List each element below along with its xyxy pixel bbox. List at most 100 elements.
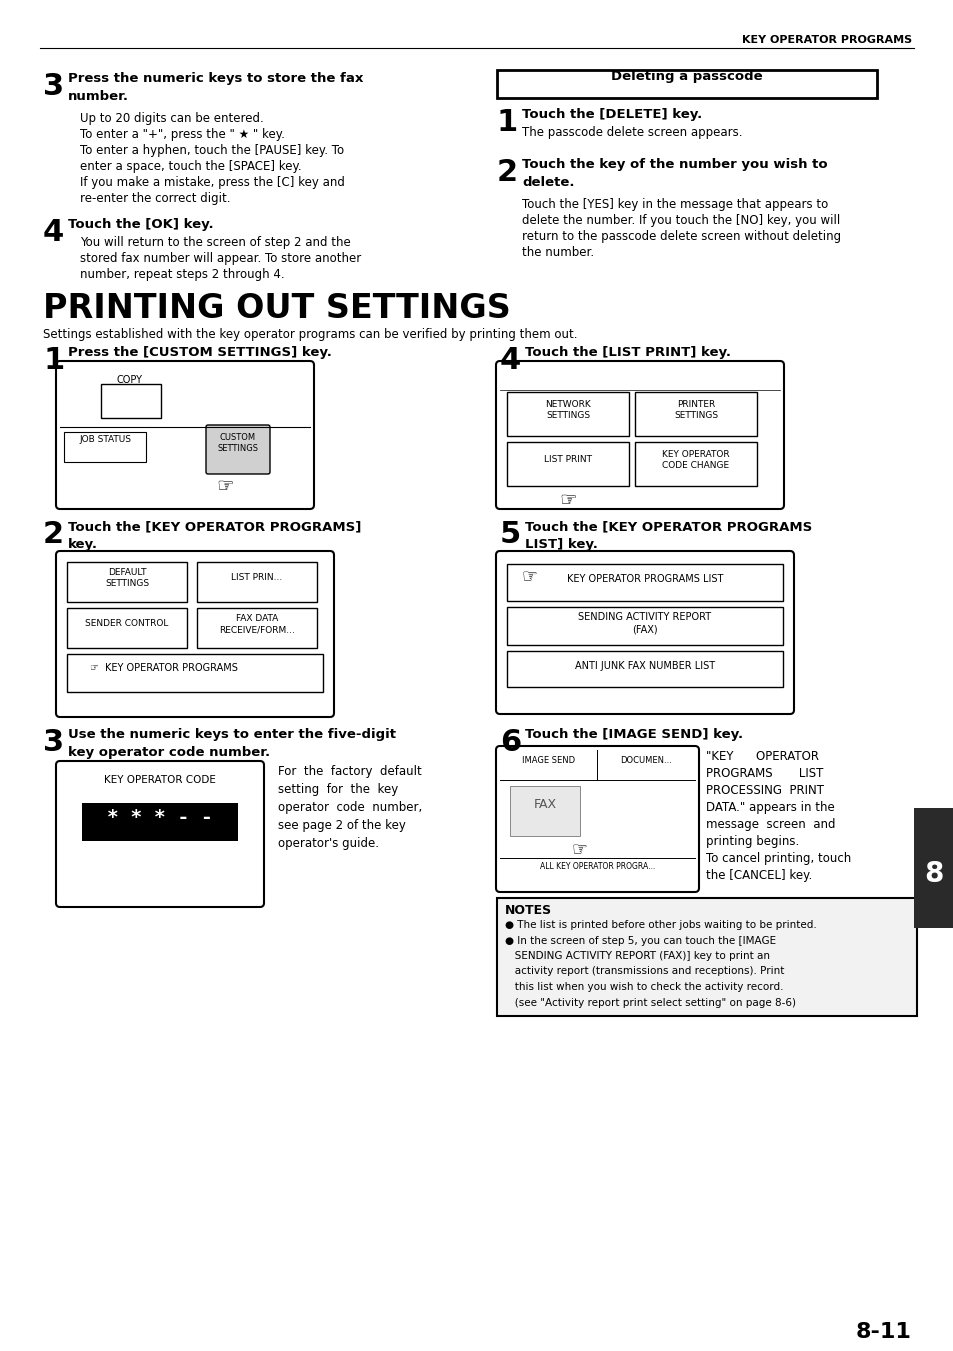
Text: 3: 3: [43, 728, 64, 757]
Text: "KEY      OPERATOR: "KEY OPERATOR: [705, 750, 818, 763]
FancyBboxPatch shape: [496, 551, 793, 713]
FancyBboxPatch shape: [56, 551, 334, 717]
FancyBboxPatch shape: [196, 562, 316, 603]
Text: 2: 2: [43, 520, 64, 549]
Text: key.: key.: [68, 538, 98, 551]
Text: setting  for  the  key: setting for the key: [277, 784, 397, 796]
FancyBboxPatch shape: [64, 432, 146, 462]
Text: Touch the [IMAGE SEND] key.: Touch the [IMAGE SEND] key.: [524, 728, 742, 740]
Text: DATA." appears in the: DATA." appears in the: [705, 801, 834, 815]
FancyBboxPatch shape: [67, 608, 187, 648]
FancyBboxPatch shape: [101, 384, 161, 417]
Text: Touch the [YES] key in the message that appears to: Touch the [YES] key in the message that …: [521, 199, 827, 211]
Text: NOTES: NOTES: [504, 904, 552, 917]
Text: the number.: the number.: [521, 246, 594, 259]
Text: SENDING ACTIVITY REPORT (FAX)] key to print an: SENDING ACTIVITY REPORT (FAX)] key to pr…: [504, 951, 769, 961]
Text: Touch the [LIST PRINT] key.: Touch the [LIST PRINT] key.: [524, 346, 730, 359]
Text: KEY OPERATOR CODE: KEY OPERATOR CODE: [104, 775, 215, 785]
FancyBboxPatch shape: [206, 426, 270, 474]
Text: enter a space, touch the [SPACE] key.: enter a space, touch the [SPACE] key.: [80, 159, 301, 173]
FancyBboxPatch shape: [497, 898, 916, 1016]
Text: activity report (transmissions and receptions). Print: activity report (transmissions and recep…: [504, 966, 783, 977]
FancyBboxPatch shape: [497, 70, 876, 99]
Bar: [82, 802, 237, 842]
Text: PRINTER
SETTINGS: PRINTER SETTINGS: [673, 400, 718, 420]
Text: 6: 6: [499, 728, 520, 757]
Text: LIST] key.: LIST] key.: [524, 538, 598, 551]
Text: ANTI JUNK FAX NUMBER LIST: ANTI JUNK FAX NUMBER LIST: [575, 661, 715, 671]
Text: delete the number. If you touch the [NO] key, you will: delete the number. If you touch the [NO]…: [521, 213, 840, 227]
FancyBboxPatch shape: [635, 442, 757, 486]
Text: FAX: FAX: [533, 798, 556, 811]
Text: To enter a hyphen, touch the [PAUSE] key. To: To enter a hyphen, touch the [PAUSE] key…: [80, 145, 344, 157]
Text: re-enter the correct digit.: re-enter the correct digit.: [80, 192, 231, 205]
Text: Press the [CUSTOM SETTINGS] key.: Press the [CUSTOM SETTINGS] key.: [68, 346, 332, 359]
Text: 4: 4: [43, 218, 64, 247]
Text: Touch the [OK] key.: Touch the [OK] key.: [68, 218, 213, 231]
Text: number.: number.: [68, 91, 129, 103]
FancyBboxPatch shape: [506, 563, 782, 601]
Text: CUSTOM
SETTINGS: CUSTOM SETTINGS: [217, 434, 258, 453]
Text: PROGRAMS       LIST: PROGRAMS LIST: [705, 767, 822, 780]
Text: KEY OPERATOR PROGRAMS LIST: KEY OPERATOR PROGRAMS LIST: [566, 574, 722, 585]
Text: 2: 2: [497, 158, 517, 186]
Text: return to the passcode delete screen without deleting: return to the passcode delete screen wit…: [521, 230, 841, 243]
Text: DEFAULT
SETTINGS: DEFAULT SETTINGS: [105, 567, 149, 588]
Text: Up to 20 digits can be entered.: Up to 20 digits can be entered.: [80, 112, 263, 126]
Text: KEY OPERATOR PROGRAMS: KEY OPERATOR PROGRAMS: [741, 35, 911, 45]
Text: You will return to the screen of step 2 and the: You will return to the screen of step 2 …: [80, 236, 351, 249]
Text: ☞: ☞: [521, 567, 537, 585]
Text: delete.: delete.: [521, 176, 574, 189]
Text: LIST PRIN...: LIST PRIN...: [232, 574, 282, 582]
Text: ☞: ☞: [572, 840, 587, 858]
FancyBboxPatch shape: [496, 361, 783, 509]
Text: operator's guide.: operator's guide.: [277, 838, 378, 850]
FancyBboxPatch shape: [67, 562, 187, 603]
FancyBboxPatch shape: [506, 651, 782, 688]
FancyBboxPatch shape: [496, 746, 699, 892]
Text: 5: 5: [499, 520, 520, 549]
FancyBboxPatch shape: [506, 442, 628, 486]
Text: FAX DATA
RECEIVE/FORM...: FAX DATA RECEIVE/FORM...: [219, 613, 294, 634]
Text: operator  code  number,: operator code number,: [277, 801, 422, 815]
Text: (see "Activity report print select setting" on page 8-6): (see "Activity report print select setti…: [504, 997, 795, 1008]
Text: COPY: COPY: [117, 376, 143, 385]
Text: the [CANCEL] key.: the [CANCEL] key.: [705, 869, 811, 882]
Text: The passcode delete screen appears.: The passcode delete screen appears.: [521, 126, 741, 139]
Text: 8: 8: [923, 861, 943, 888]
Text: To cancel printing, touch: To cancel printing, touch: [705, 852, 850, 865]
Text: To enter a "+", press the " ★ " key.: To enter a "+", press the " ★ " key.: [80, 128, 285, 141]
FancyBboxPatch shape: [56, 761, 264, 907]
Bar: [913, 808, 953, 928]
Text: ● In the screen of step 5, you can touch the [IMAGE: ● In the screen of step 5, you can touch…: [504, 935, 776, 946]
Text: For  the  factory  default: For the factory default: [277, 765, 421, 778]
Text: Touch the [KEY OPERATOR PROGRAMS]: Touch the [KEY OPERATOR PROGRAMS]: [68, 520, 361, 534]
Text: Use the numeric keys to enter the five-digit: Use the numeric keys to enter the five-d…: [68, 728, 395, 740]
FancyBboxPatch shape: [196, 608, 316, 648]
Text: SENDING ACTIVITY REPORT
(FAX): SENDING ACTIVITY REPORT (FAX): [578, 612, 711, 634]
Text: PRINTING OUT SETTINGS: PRINTING OUT SETTINGS: [43, 292, 510, 326]
FancyBboxPatch shape: [67, 654, 323, 692]
Text: LIST PRINT: LIST PRINT: [543, 455, 592, 465]
Text: stored fax number will appear. To store another: stored fax number will appear. To store …: [80, 253, 361, 265]
Text: 1: 1: [497, 108, 517, 136]
Text: 3: 3: [43, 72, 64, 101]
Text: KEY OPERATOR
CODE CHANGE: KEY OPERATOR CODE CHANGE: [661, 450, 729, 470]
Text: 8-11: 8-11: [855, 1323, 911, 1342]
Text: NETWORK
SETTINGS: NETWORK SETTINGS: [544, 400, 590, 420]
Text: DOCUMEN...: DOCUMEN...: [619, 757, 672, 765]
Text: message  screen  and: message screen and: [705, 817, 835, 831]
Text: ☞  KEY OPERATOR PROGRAMS: ☞ KEY OPERATOR PROGRAMS: [90, 663, 237, 673]
FancyBboxPatch shape: [506, 392, 628, 436]
Text: 1: 1: [43, 346, 64, 376]
Text: JOB STATUS: JOB STATUS: [79, 435, 131, 444]
Text: IMAGE SEND: IMAGE SEND: [521, 757, 575, 765]
Text: PROCESSING  PRINT: PROCESSING PRINT: [705, 784, 823, 797]
Text: printing begins.: printing begins.: [705, 835, 799, 848]
Bar: [510, 786, 579, 836]
FancyBboxPatch shape: [635, 392, 757, 436]
Text: ALL KEY OPERATOR PROGRA...: ALL KEY OPERATOR PROGRA...: [539, 862, 655, 871]
Text: Settings established with the key operator programs can be verified by printing : Settings established with the key operat…: [43, 328, 577, 340]
FancyBboxPatch shape: [506, 607, 782, 644]
Text: 4: 4: [499, 346, 520, 376]
